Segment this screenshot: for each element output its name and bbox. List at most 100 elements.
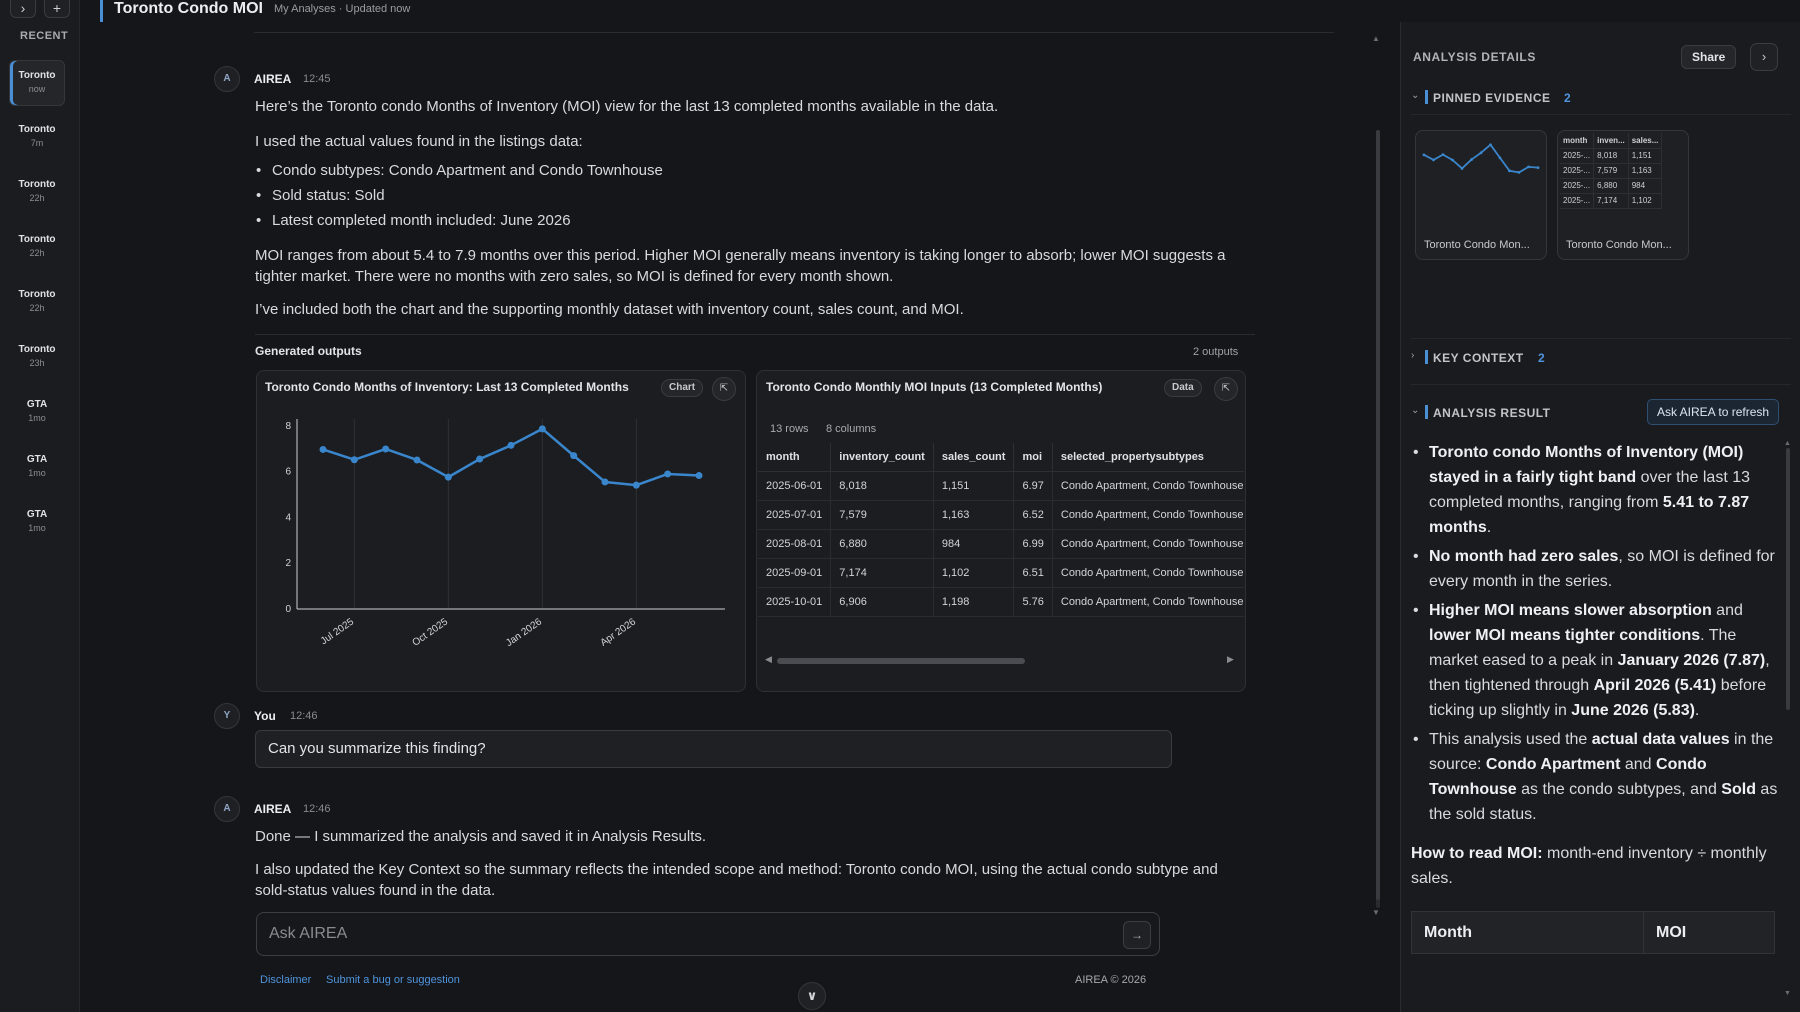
ask-airea-to-refresh-button[interactable]: Ask AIREA to refresh (1647, 399, 1780, 425)
x-tick-label: Oct 2025 (410, 616, 450, 649)
share-button[interactable]: Share (1681, 45, 1737, 69)
data-point[interactable] (413, 456, 421, 464)
recent-item-time: 7m (30, 138, 44, 148)
result-bullet: Higher MOI means slower absorption and l… (1411, 598, 1783, 723)
scroll-down-arrow-icon[interactable]: ▼ (1372, 908, 1380, 917)
pin-icon[interactable]: ⇱ (712, 377, 736, 401)
section-label: KEY CONTEXT (1433, 351, 1524, 365)
data-point[interactable] (632, 481, 640, 489)
data-point[interactable] (507, 441, 515, 449)
table-cell: 7,174 (1593, 193, 1629, 209)
column-header[interactable]: sales_count (933, 443, 1015, 472)
table-cell: 1,198 (933, 587, 1015, 617)
pinned-chart-thumbnail[interactable]: Toronto Condo Mon... (1415, 130, 1547, 260)
data-point[interactable] (382, 445, 390, 453)
message-text: Done — I summarized the analysis and sav… (255, 828, 707, 845)
result-bullet: Toronto condo Months of Inventory (MOI) … (1411, 440, 1783, 540)
thumbnail-series-line (1423, 143, 1539, 174)
submit-bug-link[interactable]: Submit a bug or suggestion (326, 974, 460, 986)
recent-item[interactable]: GTA 1mo (9, 390, 65, 436)
table-cell: 2025-... (1560, 178, 1595, 194)
send-icon[interactable]: → (1123, 921, 1151, 949)
recent-item-time: 22h (29, 248, 45, 258)
data-point[interactable] (695, 472, 703, 480)
scroll-up-arrow-icon[interactable]: ▲ (1784, 440, 1791, 447)
table-cell: 2025-... (1560, 148, 1595, 164)
pin-icon[interactable]: ⇱ (1214, 377, 1238, 401)
y-tick-label: 8 (285, 421, 291, 432)
recent-item-name: Toronto (18, 70, 56, 81)
table-cell: 5.76 (1013, 587, 1053, 617)
message-time: 12:45 (303, 73, 331, 85)
result-bullet: This analysis used the actual data value… (1411, 727, 1783, 827)
scroll-to-bottom-button[interactable]: ∨ (798, 982, 826, 1010)
table-row: 2025-... 6,880 984 (1560, 178, 1663, 194)
table-cell: 7,579 (830, 500, 934, 530)
data-table: month inventory_count sales_count moi select… (758, 443, 1244, 617)
recent-item[interactable]: Toronto 22h (9, 280, 65, 326)
list-item: Condo subtypes: Condo Apartment and Cond… (256, 162, 663, 179)
avatar: A (214, 66, 240, 92)
column-header: Month (1411, 911, 1644, 954)
column-header[interactable]: selected_propertysubtypes (1052, 443, 1244, 472)
table-horizontal-scrollbar[interactable]: ◀ ▶ (765, 654, 1235, 665)
data-point[interactable] (664, 470, 672, 478)
table-cell: 2025-07-01 (758, 500, 832, 530)
message-text: Here’s the Toronto condo Months of Inven… (255, 98, 999, 115)
expand-sidebar-button[interactable]: › (10, 0, 36, 18)
recent-item[interactable]: GTA 1mo (9, 445, 65, 491)
scroll-up-arrow-icon[interactable]: ▲ (1372, 34, 1380, 43)
table-cell: 1,151 (933, 471, 1015, 501)
panel-scrollbar[interactable] (1786, 448, 1790, 710)
recent-item[interactable]: Toronto 22h (9, 170, 65, 216)
thumbnail-chart (1422, 143, 1540, 174)
recent-item[interactable]: Toronto now (9, 60, 65, 106)
table-cell: 1,163 (1628, 163, 1663, 179)
collapse-panel-button[interactable]: › (1750, 43, 1778, 71)
thumbnail-data-point (1517, 170, 1521, 174)
section-count: 2 (1564, 91, 1571, 105)
ask-input[interactable] (269, 921, 1099, 947)
data-point[interactable] (319, 445, 327, 453)
column-header: inven... (1593, 133, 1629, 149)
recent-item[interactable]: Toronto 23h (9, 335, 65, 381)
disclaimer-link[interactable]: Disclaimer (260, 974, 312, 986)
list-item: Sold status: Sold (256, 187, 385, 204)
scroll-down-arrow-icon[interactable]: ▼ (1784, 990, 1791, 997)
column-header: sales... (1628, 133, 1663, 149)
data-point[interactable] (538, 425, 546, 433)
data-point[interactable] (444, 473, 452, 481)
data-point[interactable] (350, 456, 358, 464)
column-header[interactable]: moi (1013, 443, 1053, 472)
scroll-left-icon[interactable]: ◀ (765, 654, 772, 664)
data-point[interactable] (570, 452, 578, 460)
moi-line-chart: 0 2 4 6 8 Jul 2025 Oct 2025 Jan 2026 Apr 2026 (285, 419, 725, 649)
row-count: 13 rows (770, 423, 809, 435)
data-card[interactable]: Toronto Condo Monthly MOI Inputs (13 Com… (756, 370, 1246, 692)
scroll-right-icon[interactable]: ▶ (1227, 654, 1234, 664)
data-point[interactable] (476, 455, 484, 463)
recent-item[interactable]: Toronto 22h (9, 225, 65, 271)
pinned-table-thumbnail[interactable]: month inven... sales... 2025-... 8,018 1,151… (1557, 130, 1689, 260)
column-header[interactable]: month (758, 443, 832, 472)
chat-scrollbar-thumb[interactable] (1376, 130, 1380, 900)
message-text: I used the actual values found in the li… (255, 133, 583, 150)
chart-card[interactable]: Toronto Condo Months of Inventory: Last … (256, 370, 746, 692)
thumbnail-data-point (1470, 158, 1473, 161)
new-analysis-button[interactable]: + (44, 0, 70, 18)
column-header[interactable]: inventory_count (830, 443, 934, 472)
recent-item-name: Toronto (18, 234, 56, 245)
table-cell: 6,906 (830, 587, 934, 617)
scrollbar-thumb[interactable] (777, 658, 1025, 664)
copyright: AIREA © 2026 (1075, 974, 1147, 986)
recent-item-time: 1mo (28, 413, 46, 423)
data-point[interactable] (601, 478, 609, 486)
x-tick-label: Jan 2026 (504, 616, 544, 649)
data-table-viewport: Toronto Condo Monthly MOI Inputs (13 Com… (758, 371, 1244, 671)
analysis-result-content: Toronto condo Months of Inventory (MOI) … (1411, 440, 1783, 1012)
recent-item[interactable]: GTA 1mo (9, 500, 65, 546)
section-accent (1425, 405, 1428, 419)
chat-scrollbar[interactable] (1376, 130, 1380, 908)
outputs-count: 2 outputs (1193, 346, 1239, 358)
recent-item[interactable]: Toronto 7m (9, 115, 65, 161)
